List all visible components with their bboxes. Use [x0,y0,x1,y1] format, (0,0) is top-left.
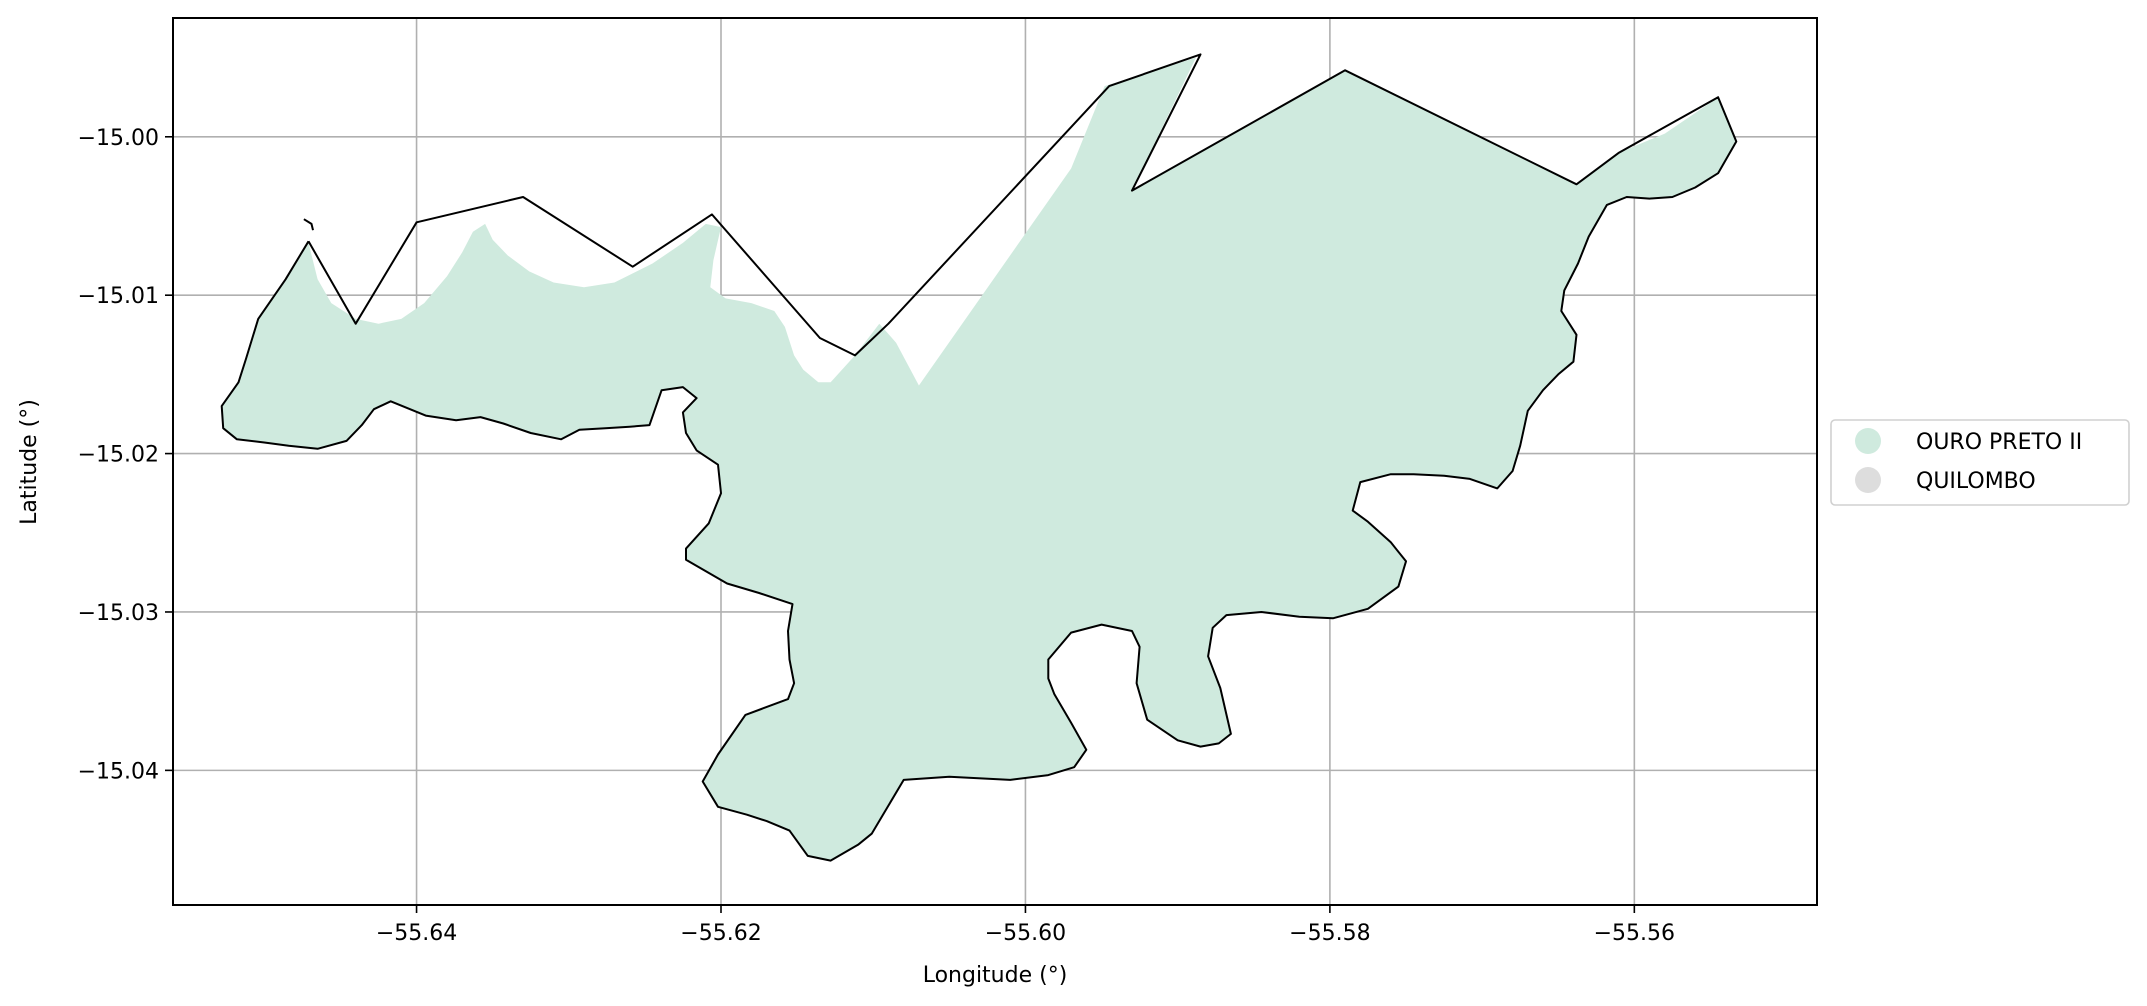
region-boundary-line [303,218,314,231]
legend: OURO PRETO II QUILOMBO [1830,419,2130,506]
legend-label-quilombo: QUILOMBO [1916,469,2036,494]
y-tick-label: −15.03 [78,601,159,626]
region-ouro-preto-ii-fill [221,57,1737,861]
x-tick-label: −55.60 [985,921,1066,946]
map-regions [220,53,1738,862]
y-tick-label: −15.00 [78,126,159,151]
y-axis-ticks: −15.00 −15.01 −15.02 −15.03 −15.04 [78,126,173,784]
y-tick-label: −15.01 [78,284,159,309]
x-axis-ticks: −55.64 −55.62 −55.60 −55.58 −55.56 [376,905,1675,946]
legend-label-ouro-preto-ii: OURO PRETO II [1916,430,2082,455]
x-axis-title: Longitude (°) [923,963,1068,988]
x-tick-label: −55.64 [376,921,457,946]
legend-marker-quilombo [1855,467,1881,493]
x-tick-label: −55.62 [680,921,761,946]
region-boundary-line [220,53,1738,862]
legend-marker-ouro-preto-ii [1855,428,1881,454]
y-tick-label: −15.04 [78,759,159,784]
plot-frame [172,17,1818,906]
legend-box [1830,419,2130,506]
y-axis-title: Latitude (°) [17,399,42,525]
x-tick-label: −55.56 [1594,921,1675,946]
x-tick-label: −55.58 [1289,921,1370,946]
y-tick-label: −15.02 [78,443,159,468]
